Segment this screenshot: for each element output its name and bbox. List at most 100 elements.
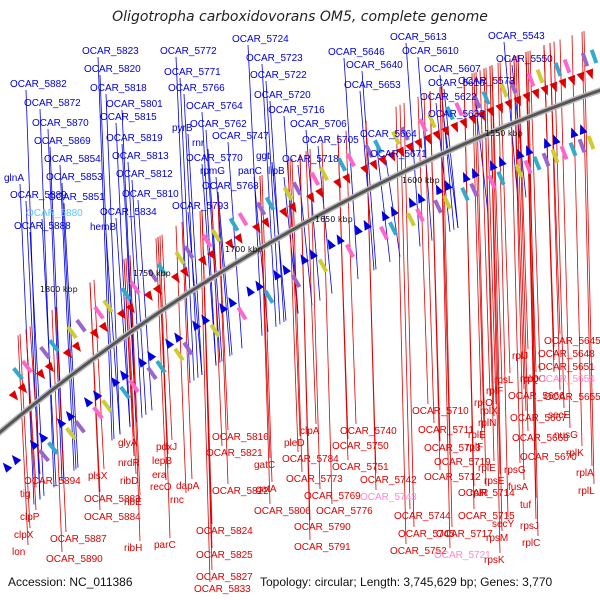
top-gene-label[interactable]: OCAR_5653 (344, 80, 401, 91)
bottom-gene-label[interactable]: OCAR_5750 (332, 441, 389, 452)
top-gene-label[interactable]: OCAR_5872 (24, 98, 81, 109)
bottom-gene-label[interactable]: secY (492, 519, 515, 530)
bottom-gene-label[interactable]: nrdR (118, 458, 140, 469)
bottom-gene-label[interactable]: OCAR_5744 (394, 511, 451, 522)
top-gene-label[interactable]: OCAR_5889 (10, 190, 67, 201)
top-gene-label[interactable]: hemB (90, 222, 116, 233)
top-gene-label[interactable]: OCAR_5870 (32, 118, 89, 129)
bottom-gene-label[interactable]: OCAR_5884 (84, 512, 141, 523)
top-gene-label[interactable]: OCAR_5818 (90, 83, 147, 94)
bottom-gene-label[interactable]: tig (20, 489, 31, 500)
bottom-gene-label[interactable]: rplC (522, 538, 540, 549)
bottom-gene-label[interactable]: OCAR_5821 (206, 448, 263, 459)
bottom-gene-label[interactable]: rpsJ (520, 521, 539, 532)
bottom-gene-label[interactable]: OCAR_5651 (538, 362, 595, 373)
top-gene-label[interactable]: glnA (4, 173, 24, 184)
bottom-gene-label[interactable]: OCAR_5648 (538, 349, 595, 360)
top-gene-label[interactable]: OCAR_5854 (44, 154, 101, 165)
bottom-gene-label[interactable]: OCAR_5816 (212, 432, 269, 443)
bottom-gene-label[interactable]: OCAR_5745 (398, 529, 455, 540)
bottom-gene-label[interactable]: lon (12, 547, 25, 558)
bottom-gene-label[interactable]: rplK (566, 448, 584, 459)
bottom-gene-label[interactable]: OCAR_5883 (84, 494, 141, 505)
bottom-gene-label[interactable]: rplE (478, 463, 496, 474)
top-gene-label[interactable]: OCAR_5762 (190, 119, 247, 130)
bottom-gene-label[interactable]: OCAR_5710 (412, 406, 469, 417)
bottom-gene-label[interactable]: OCAR_5784 (282, 454, 339, 465)
top-gene-label[interactable]: OCAR_5705 (302, 135, 359, 146)
top-gene-label[interactable]: OCAR_5607 (424, 64, 481, 75)
top-gene-label[interactable]: OCAR_5723 (246, 53, 303, 64)
bottom-gene-label[interactable]: ribH (124, 543, 142, 554)
bottom-gene-label[interactable]: OCAR_5769 (304, 491, 361, 502)
top-gene-label[interactable]: OCAR_5632 (428, 109, 485, 120)
top-gene-label[interactable]: OCAR_5771 (164, 67, 221, 78)
top-gene-label[interactable]: OCAR_5766 (168, 83, 225, 94)
bottom-gene-label[interactable]: OCAR_5742 (360, 475, 417, 486)
bottom-gene-label[interactable]: dapA (176, 481, 200, 492)
top-gene-label[interactable]: OCAR_5722 (250, 70, 307, 81)
bottom-gene-label[interactable]: secE (548, 410, 571, 421)
top-gene-label[interactable]: ggt (256, 151, 270, 162)
bottom-gene-label[interactable]: pdxJ (156, 442, 177, 453)
bottom-gene-label[interactable]: OCAR_5822 (212, 486, 269, 497)
top-gene-label[interactable]: OCAR_5764 (186, 101, 243, 112)
bottom-gene-label[interactable]: lepB (152, 456, 172, 467)
bottom-gene-label[interactable]: OCAR_5666 (508, 391, 565, 402)
gene-labels[interactable]: OCAR_5724 OCAR_5613 OCAR_5543 OCAR_5823 OCAR… (4, 31, 600, 595)
top-gene-label[interactable]: pyrB (172, 123, 193, 134)
bottom-gene-label[interactable]: rplF (466, 442, 483, 453)
top-gene-label[interactable]: OCAR_5747 (212, 131, 269, 142)
bottom-gene-label[interactable]: gatA (256, 484, 277, 495)
bottom-gene-label[interactable]: rpsL (494, 375, 514, 386)
bottom-gene-label[interactable]: rplA (576, 468, 594, 479)
top-gene-label[interactable]: OCAR_5671 (370, 149, 427, 160)
bottom-gene-label[interactable]: OCAR_5773 (286, 474, 343, 485)
bottom-gene-label[interactable]: OCAR_5752 (390, 546, 447, 557)
top-gene-label[interactable]: OCAR_5851 (48, 192, 105, 203)
top-gene-label[interactable]: OCAR_5646 (328, 47, 385, 58)
top-gene-label[interactable]: lipB (268, 166, 285, 177)
bottom-gene-label[interactable]: OCAR_5719 (434, 457, 491, 468)
bottom-gene-label[interactable]: OCAR_5833 (194, 584, 251, 595)
bottom-gene-label[interactable]: OCAR_5825 (196, 550, 253, 561)
bottom-gene-label[interactable]: OCAR_5806 (254, 506, 311, 517)
bottom-gene-label[interactable]: OCAR_5890 (46, 554, 103, 565)
bottom-gene-label[interactable]: clpA (300, 426, 320, 437)
bottom-gene-label[interactable]: rplJ (512, 351, 528, 362)
top-gene-label[interactable]: OCAR_5768 (202, 181, 259, 192)
top-gene-label[interactable]: OCAR_5853 (46, 172, 103, 183)
top-gene-label[interactable]: OCAR_5813 (112, 151, 169, 162)
bottom-gene-label[interactable]: clpP (20, 512, 40, 523)
top-gene-label[interactable]: OCAR_5550 (496, 54, 553, 65)
bottom-gene-label[interactable]: OCAR_5667 (510, 413, 567, 424)
bottom-gene-label[interactable]: nusG (554, 430, 578, 441)
top-gene-label[interactable]: OCAR_5724 (232, 34, 289, 45)
bottom-gene-label[interactable]: rplL (578, 486, 595, 497)
bottom-gene-label[interactable]: rplO (474, 398, 493, 409)
bottom-gene-label[interactable]: rpsE (484, 476, 505, 487)
bottom-gene-label[interactable]: OCAR_5654 (538, 374, 595, 385)
top-gene-label[interactable]: OCAR_5810 (122, 189, 179, 200)
top-gene-label[interactable]: rpmG (200, 166, 225, 177)
bottom-gene-label[interactable]: OCAR_5740 (340, 426, 397, 437)
top-gene-label[interactable]: OCAR_5616 (428, 78, 485, 89)
bottom-gene-label[interactable]: OCAR_5827 (196, 572, 253, 583)
bottom-gene-label[interactable]: plsX (88, 471, 108, 482)
bottom-gene-label[interactable]: rpsK (484, 555, 505, 566)
top-gene-label[interactable]: OCAR_5820 (84, 64, 141, 75)
bottom-gene-label[interactable]: rpsG (504, 465, 526, 476)
top-gene-label[interactable]: OCAR_5718 (282, 154, 339, 165)
bottom-gene-label[interactable]: OCAR_5824 (196, 526, 253, 537)
bottom-gene-label[interactable]: rplR (470, 488, 488, 499)
bottom-gene-label[interactable]: OCAR_5776 (316, 506, 373, 517)
top-gene-label[interactable]: OCAR_5793 (172, 201, 229, 212)
bottom-gene-label[interactable]: OCAR_5668 (512, 433, 569, 444)
top-gene-label[interactable]: OCAR_5819 (106, 133, 163, 144)
bottom-gene-label[interactable]: OCAR_5713 (424, 443, 481, 454)
bottom-gene-label[interactable]: rplN (478, 418, 496, 429)
top-gene-label[interactable]: OCAR_5880 (26, 208, 83, 219)
bottom-gene-label[interactable]: OCAR_5743 (360, 492, 417, 503)
bottom-gene-label[interactable]: OCAR_5670 (520, 452, 577, 463)
bottom-gene-label[interactable]: clpX (14, 530, 34, 541)
